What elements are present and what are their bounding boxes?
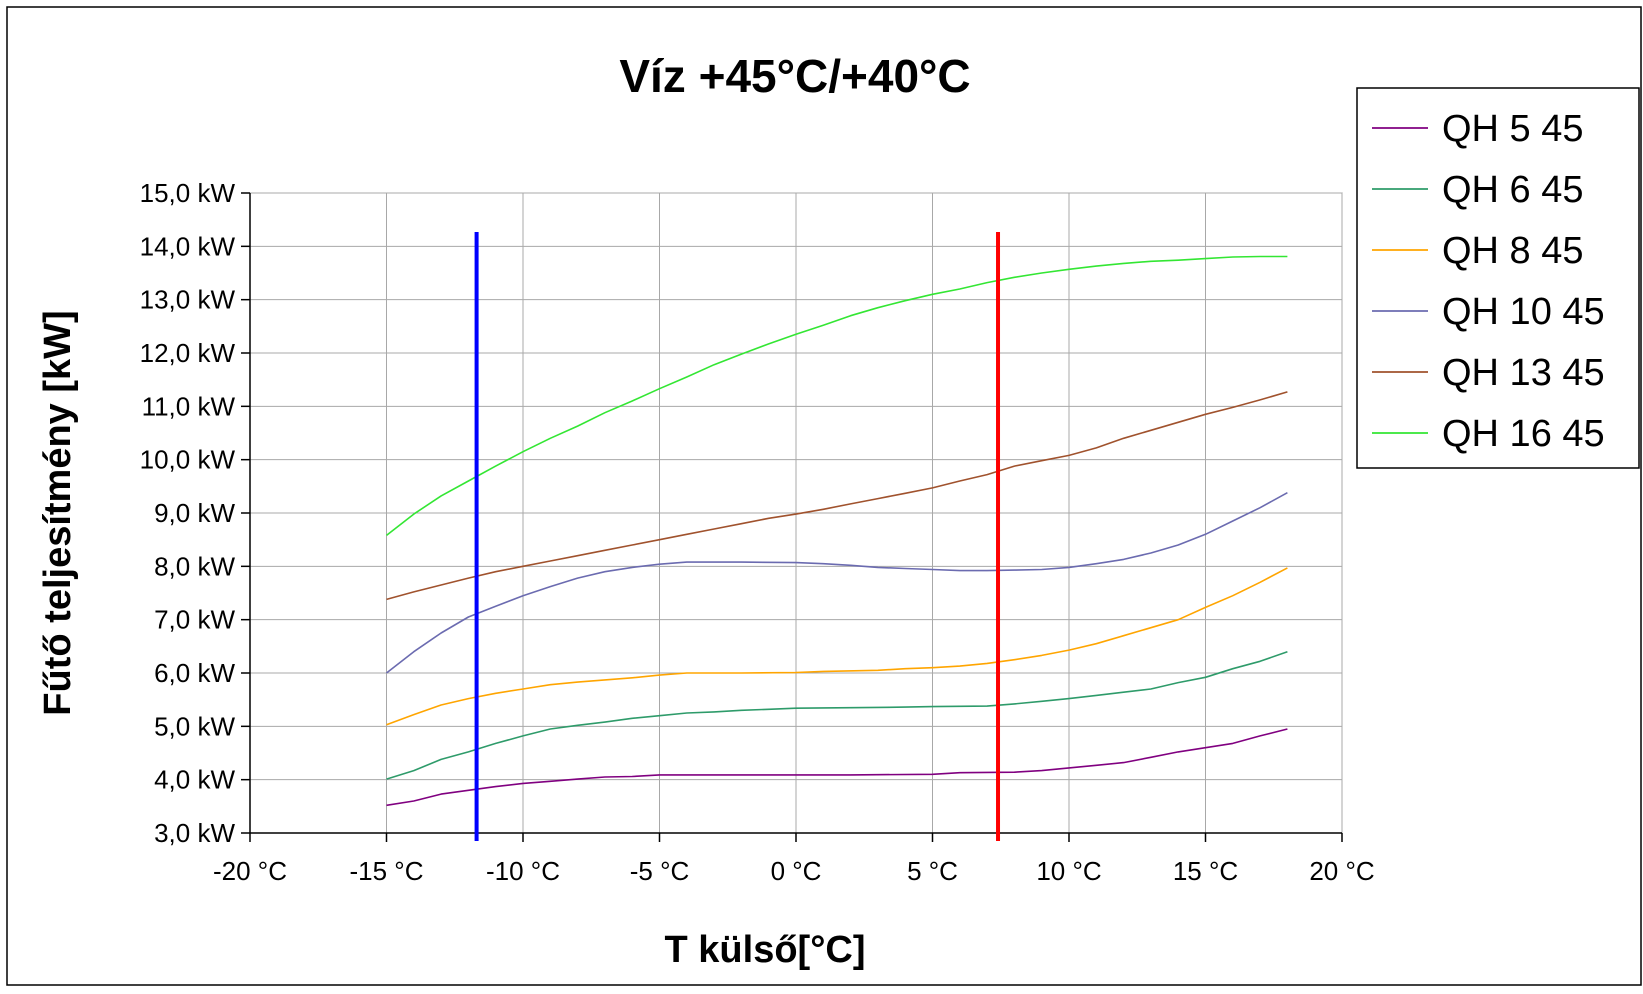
y-axis-ticks: 3,0 kW 4,0 kW 5,0 kW 6,0 kW 7,0 kW 8,0 kW 9,0 …: [140, 178, 250, 848]
x-tick-label: 20 °C: [1309, 856, 1374, 886]
legend-label: QH 5 45: [1442, 108, 1584, 150]
y-tick-label: 14,0 kW: [140, 231, 236, 261]
y-tick-label: 15,0 kW: [140, 178, 236, 208]
y-tick-label: 8,0 kW: [154, 551, 235, 581]
legend-label: QH 6 45: [1442, 169, 1584, 211]
y-axis-label: Fűtő teljesítmény [kW]: [37, 310, 79, 715]
series-line-1: [386, 728, 1288, 807]
series-line-5: [386, 391, 1288, 601]
y-tick-label: 12,0 kW: [140, 338, 236, 368]
y-tick-label: 4,0 kW: [154, 765, 235, 795]
y-tick-label: 13,0 kW: [140, 285, 236, 315]
series-lines: [386, 255, 1288, 807]
legend-label: QH 8 45: [1442, 230, 1584, 272]
x-axis-ticks: -20 °C -15 °C -10 °C -5 °C 0 °C 5 °C 10 °C 15 °…: [213, 833, 1375, 886]
x-tick-label: 10 °C: [1036, 856, 1101, 886]
y-tick-label: 5,0 kW: [154, 711, 235, 741]
x-axis-label: T külső[°C]: [665, 929, 866, 971]
x-tick-label: 0 °C: [771, 856, 822, 886]
x-tick-label: -5 °C: [630, 856, 690, 886]
series-line-2: [386, 650, 1288, 780]
x-tick-label: 15 °C: [1173, 856, 1238, 886]
series-line-3: [386, 567, 1288, 726]
x-tick-label: -10 °C: [486, 856, 560, 886]
y-tick-label: 10,0 kW: [140, 445, 236, 475]
series-line-4: [386, 491, 1288, 674]
y-tick-label: 3,0 kW: [154, 818, 235, 848]
legend-label: QH 16 45: [1442, 413, 1605, 455]
y-tick-label: 11,0 kW: [142, 391, 236, 421]
y-tick-label: 9,0 kW: [154, 498, 235, 528]
legend-label: QH 10 45: [1442, 291, 1605, 333]
y-tick-label: 7,0 kW: [154, 605, 235, 635]
series-line-6: [386, 255, 1288, 537]
x-tick-label: -15 °C: [350, 856, 424, 886]
vertical-markers: [474, 232, 1001, 841]
x-tick-label: -20 °C: [213, 856, 287, 886]
x-tick-label: 5 °C: [907, 856, 958, 886]
chart-title: Víz +45°C/+40°C: [619, 50, 970, 102]
legend-box: [1356, 87, 1640, 469]
legend-label: QH 13 45: [1442, 352, 1605, 394]
y-tick-label: 6,0 kW: [154, 658, 235, 688]
legend: QH 5 45 QH 6 45 QH 8 45 QH 10 45 QH 13 45 QH …: [1356, 87, 1640, 469]
